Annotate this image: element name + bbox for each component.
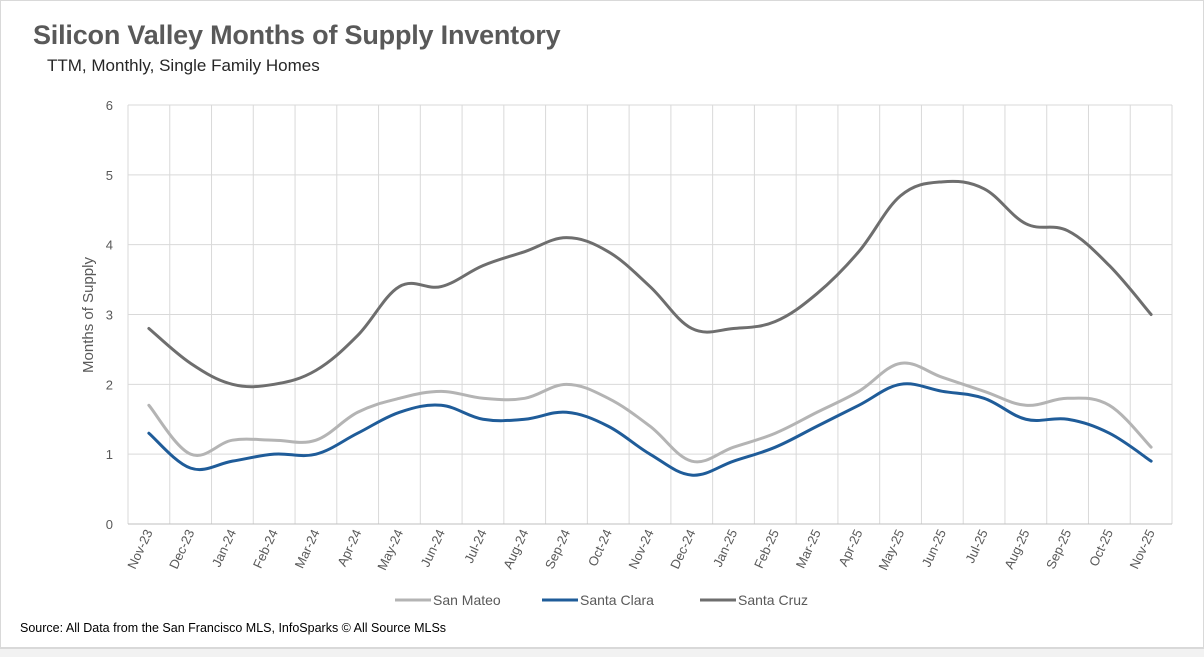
x-tick-label: May-25 [875, 527, 907, 573]
y-tick-label: 4 [106, 238, 113, 253]
chart-title: Silicon Valley Months of Supply Inventor… [33, 20, 561, 50]
series-line-san-mateo [147, 361, 1153, 464]
y-tick-label: 0 [106, 517, 113, 532]
y-tick-label: 3 [106, 308, 113, 323]
x-tick-label: Feb-24 [250, 527, 281, 571]
x-tick-label: Oct-24 [585, 527, 615, 569]
x-tick-label: Nov-24 [625, 527, 656, 571]
source-note: Source: All Data from the San Francisco … [20, 621, 447, 635]
x-tick-label: Jan-25 [710, 527, 740, 569]
x-tick-label: Sep-24 [542, 527, 573, 571]
series-line-santa-cruz [147, 179, 1153, 389]
y-tick-label: 1 [106, 447, 113, 462]
x-tick-label: Sep-25 [1043, 527, 1074, 571]
x-tick-label: Jul-24 [461, 527, 490, 565]
legend-label-santa-clara: Santa Clara [580, 592, 654, 608]
x-tick-label: Nov-23 [124, 527, 155, 571]
legend-label-santa-cruz: Santa Cruz [738, 592, 808, 608]
series-layer [147, 179, 1153, 477]
y-tick-layer: 0 1 2 3 4 5 6 [106, 98, 113, 532]
y-tick-label: 6 [106, 98, 113, 113]
x-tick-label: Dec-23 [166, 527, 197, 571]
x-tick-label: Apr-24 [334, 527, 364, 569]
x-tick-label: Dec-24 [667, 527, 698, 571]
y-axis-label: Months of Supply [80, 257, 97, 373]
x-tick-label: May-24 [374, 527, 406, 573]
grid-layer [127, 104, 1173, 525]
x-tick-label: Jan-24 [209, 527, 239, 569]
x-tick-label: Mar-24 [292, 527, 323, 571]
x-tick-label: Aug-24 [500, 527, 531, 571]
chart-subtitle: TTM, Monthly, Single Family Homes [47, 56, 320, 75]
legend-label-san-mateo: San Mateo [433, 592, 501, 608]
y-tick-label: 5 [106, 168, 113, 183]
x-tick-layer: Nov-23 Dec-23 Jan-24 Feb-24 Mar-24 Apr-24 May-… [124, 527, 1158, 573]
x-tick-label: Aug-25 [1001, 527, 1032, 571]
x-tick-label: Jun-25 [919, 527, 949, 569]
series-line-santa-clara [147, 382, 1153, 477]
x-tick-label: Jun-24 [418, 527, 448, 569]
x-tick-label: Nov-25 [1127, 527, 1158, 571]
x-tick-label: Feb-25 [751, 527, 782, 571]
x-tick-label: Oct-25 [1086, 527, 1116, 569]
bottom-strip [0, 648, 1204, 657]
x-tick-label: Mar-25 [793, 527, 824, 571]
x-tick-label: Jul-25 [962, 527, 991, 565]
y-tick-label: 2 [106, 377, 113, 392]
legend: San Mateo Santa Clara Santa Cruz [395, 592, 808, 608]
x-tick-label: Apr-25 [835, 527, 865, 569]
